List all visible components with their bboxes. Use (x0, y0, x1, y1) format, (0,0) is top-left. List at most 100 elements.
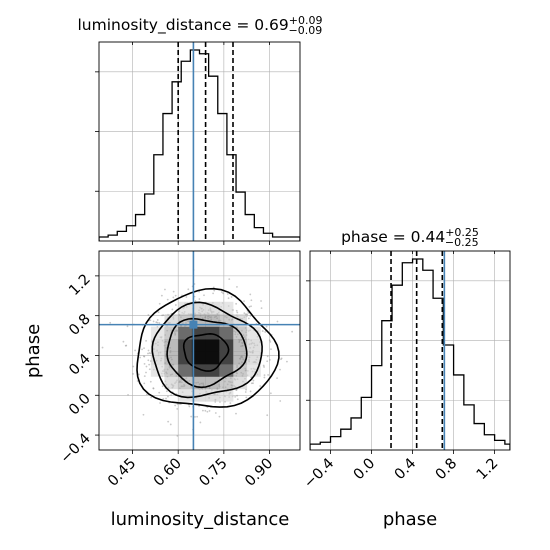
grid-lum-hist (99, 42, 300, 241)
scatter-point (148, 352, 151, 354)
scatter-point (171, 308, 174, 311)
scatter-point (124, 344, 127, 347)
scatter-point (147, 314, 150, 316)
scatter-point (132, 373, 134, 375)
scatter-point (145, 371, 147, 374)
scatter-point (147, 352, 149, 355)
scatter-point (266, 414, 269, 417)
density-cell (219, 339, 234, 352)
density-cell (164, 314, 179, 328)
scatter-point (236, 394, 238, 397)
x-tick-label: 0.0 (351, 456, 379, 484)
density-cell (150, 339, 165, 352)
density-cell (219, 363, 234, 377)
scatter-point (245, 388, 247, 391)
x-tick-label: 0.60 (151, 456, 185, 490)
scatter-point (252, 379, 255, 382)
panel-luminosity-distance-hist: luminosity_distance = 0.69+0.09 −0.09 (78, 14, 322, 245)
joint-area (99, 251, 300, 450)
scatter-point (174, 404, 177, 407)
title-phase-upper-error: +0.25 (445, 226, 479, 239)
scatter-point (263, 366, 265, 368)
scatter-point (165, 397, 167, 400)
density-cell (219, 376, 234, 390)
hist-area-phase (310, 251, 510, 450)
scatter-point (147, 359, 150, 362)
y-tick-label: −0.4 (58, 431, 94, 467)
scatter-point (196, 415, 199, 418)
scatter-point (202, 409, 204, 412)
grid-phase-hist (310, 251, 510, 450)
scatter-point (149, 319, 152, 322)
scatter-point (161, 314, 164, 317)
scatter-point (236, 286, 238, 288)
contour-level-2 (151, 301, 263, 399)
scatter-point (143, 375, 146, 377)
density-cell (246, 351, 261, 365)
density-cell (246, 339, 261, 352)
density-cell (233, 339, 248, 352)
scatter-point (150, 396, 153, 399)
scatter-point (260, 300, 262, 302)
scatter-point (262, 364, 265, 367)
scatter-point (227, 297, 230, 300)
scatter-point (250, 382, 253, 385)
scatter-point (162, 398, 165, 400)
scatter-point (148, 368, 151, 371)
scatter-point (167, 420, 170, 423)
scatter-point (208, 410, 211, 412)
scatter-point (244, 391, 247, 393)
scatter-point (228, 278, 231, 281)
frame-phase-hist (309, 250, 511, 451)
scatter-point (145, 339, 147, 342)
scatter-point (143, 347, 145, 350)
density-cell (178, 326, 193, 340)
scatter-point (264, 331, 267, 333)
scatter-point (166, 298, 169, 301)
contour-level-1 (166, 317, 248, 389)
scatter-point (172, 290, 175, 293)
scatter-point (243, 300, 245, 303)
density-cell (191, 339, 206, 352)
scatter-point (279, 368, 281, 371)
density-cell (178, 363, 193, 377)
scatter-point (174, 294, 177, 297)
scatter-point (260, 307, 263, 310)
scatter-point (245, 396, 248, 399)
scatter-point (250, 299, 253, 302)
scatter-point (206, 410, 209, 413)
scatter-point (145, 393, 148, 396)
title-lum-lower-error: −0.09 (288, 24, 322, 37)
density-cell (191, 351, 206, 365)
density-cell (205, 326, 220, 340)
scatter-point (185, 296, 188, 298)
density-cell (164, 339, 179, 352)
scatter-point (263, 374, 266, 377)
scatter-point (269, 340, 272, 343)
density-cell (219, 351, 234, 365)
scatter-point (259, 385, 262, 387)
scatter-point (265, 325, 268, 328)
scatter-point (212, 292, 215, 295)
scatter-point (156, 321, 159, 324)
y-tick-label: 1.2 (66, 271, 94, 299)
scatter-point (161, 385, 164, 388)
scatter-point (194, 416, 196, 418)
scatter-point (176, 434, 179, 437)
ylabel-phase: phase (23, 324, 44, 378)
scatter-point (214, 412, 217, 414)
scatter-point (266, 360, 269, 363)
x-tick-label: 0.45 (105, 456, 139, 490)
scatter-point (222, 292, 225, 295)
scatter-point (243, 312, 246, 314)
scatter-point (188, 405, 191, 408)
frame-lum-hist (98, 41, 301, 242)
density-cell (205, 339, 220, 352)
scatter-point (286, 360, 288, 363)
scatter-point (143, 362, 146, 365)
scatter-point (249, 315, 252, 317)
scatter-point (220, 291, 223, 294)
scatter-point (203, 294, 205, 297)
scatter-point (148, 363, 151, 366)
